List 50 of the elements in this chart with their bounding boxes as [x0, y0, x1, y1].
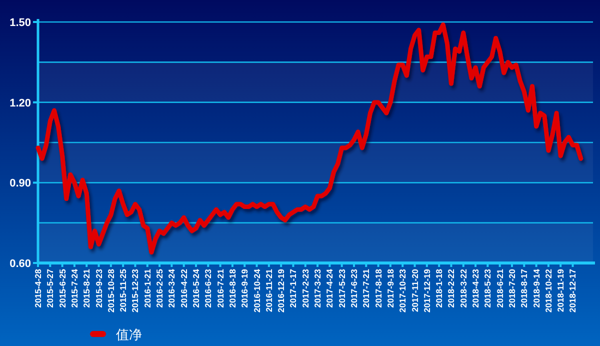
y-tick-label: 1.50 — [10, 17, 31, 29]
y-tick-label: 0.90 — [10, 178, 31, 190]
x-tick-label: 2015-8-21 — [82, 268, 92, 308]
x-tick-label: 2018-6-21 — [494, 268, 505, 308]
x-tick-label: 2018-10-22 — [543, 268, 554, 312]
x-tick-label: 2015-7-24 — [69, 268, 80, 308]
x-tick-label: 2016-2-25 — [154, 268, 165, 308]
x-tick-label: 2018-5-23 — [482, 268, 493, 308]
x-tick-label: 2017-4-24 — [324, 268, 335, 308]
x-tick-label: 2016-9-19 — [240, 268, 250, 308]
x-tick-label: 2017-8-18 — [373, 268, 384, 308]
x-tick-label: 2018-4-23 — [470, 268, 481, 308]
x-tick-label: 2016-12-19 — [276, 268, 286, 312]
y-tick-label: 1.20 — [10, 97, 31, 110]
x-tick-label: 2016-11-21 — [264, 268, 274, 312]
x-tick-label: 2017-10-23 — [398, 268, 408, 312]
x-tick-label: 2016-3-24 — [166, 268, 177, 308]
x-tick-label: 2018-8-17 — [519, 268, 530, 308]
x-tick-label: 2016-4-22 — [178, 268, 189, 308]
x-tick-label: 2017-3-23 — [312, 268, 323, 308]
x-tick-label: 2016-5-24 — [190, 268, 201, 308]
x-tick-label: 2016-1-21 — [142, 268, 152, 308]
x-tick-label: 2016-8-18 — [227, 268, 238, 308]
x-tick-label: 2018-3-22 — [458, 268, 468, 308]
x-tick-label: 2015-11-25 — [118, 268, 128, 312]
x-tick-label: 2017-5-23 — [336, 268, 347, 308]
x-tick-label: 2018-7-20 — [506, 268, 517, 308]
x-tick-label: 2016-10-24 — [252, 268, 262, 312]
x-tick-label: 2015-5-27 — [45, 268, 56, 308]
x-tick-label: 2016-6-23 — [203, 268, 214, 308]
x-tick-label: 2015-6-25 — [57, 268, 68, 308]
x-tick-label: 2017-7-21 — [361, 268, 372, 308]
x-tick-label: 2017-1-17 — [288, 268, 298, 308]
x-tick-label: 2017-6-23 — [348, 268, 359, 308]
x-tick-label: 2018-11-19 — [556, 268, 566, 312]
x-tick-label: 2018-9-14 — [531, 268, 542, 308]
legend-label: 值净 — [116, 327, 142, 342]
x-tick-label: 2017-12-19 — [422, 268, 432, 312]
x-tick-label: 2015-9-23 — [94, 268, 104, 308]
x-tick-label: 2015-10-28 — [106, 268, 116, 312]
x-tick-label: 2016-7-21 — [215, 268, 226, 308]
x-tick-label: 2018-1-18 — [434, 268, 444, 308]
x-tick-label: 2015-4-28 — [33, 268, 43, 308]
x-tick-label: 2018-12-17 — [568, 268, 578, 312]
y-tick-label: 0.60 — [10, 258, 31, 270]
x-tick-label: 2015-12-23 — [130, 268, 140, 312]
x-tick-label: 2017-9-18 — [385, 268, 396, 308]
x-tick-label: 2017-11-20 — [410, 268, 420, 312]
x-tick-label: 2018-2-22 — [446, 268, 456, 308]
x-tick-label: 2017-2-23 — [300, 268, 310, 308]
